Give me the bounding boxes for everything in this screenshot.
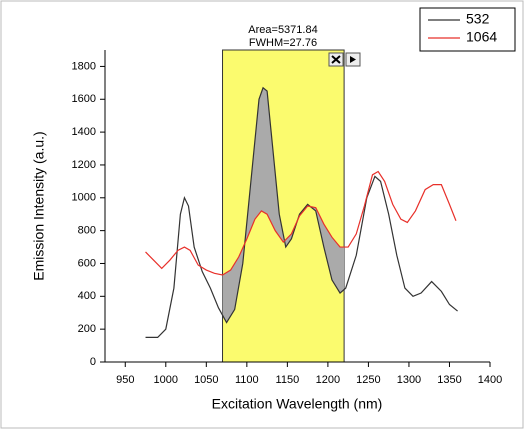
x-tick-label: 1100 xyxy=(235,374,259,386)
y-tick-label: 1800 xyxy=(72,60,96,72)
legend-label: 532 xyxy=(466,11,490,27)
x-tick-label: 1000 xyxy=(154,374,178,386)
plot-area: 0 200 400 600 800 1000 1200 1400 1600 1800 950 1000… xyxy=(72,49,502,386)
y-tick-label: 1200 xyxy=(72,159,96,171)
x-tick-label: 1150 xyxy=(276,374,300,386)
y-tick-label: 1600 xyxy=(72,93,96,105)
close-button[interactable] xyxy=(328,52,344,67)
annotation: FWHM=27.76 xyxy=(249,37,317,49)
annotation: Area=5371.84 xyxy=(248,24,317,36)
x-tick-label: 1300 xyxy=(397,374,421,386)
y-tick-label: 200 xyxy=(78,323,96,335)
y-tick-label: 1000 xyxy=(72,192,96,204)
y-tick-label: 1400 xyxy=(72,126,96,138)
integrated-area xyxy=(222,87,345,323)
legend-label: 1064 xyxy=(466,29,497,45)
highlight-region xyxy=(222,49,345,363)
series-line xyxy=(145,86,458,338)
x-tick-label: 1350 xyxy=(437,374,461,386)
x-tick-label: 950 xyxy=(116,374,134,386)
x-tick-label: 1250 xyxy=(356,374,380,386)
legend: 532 1064 xyxy=(419,7,516,52)
x-tick-label: 1400 xyxy=(478,374,502,386)
x-tick-label: 1050 xyxy=(194,374,218,386)
y-tick-label: 400 xyxy=(78,290,96,302)
y-tick-label: 0 xyxy=(90,356,96,368)
y-tick-label: 800 xyxy=(78,225,96,237)
x-tick-label: 1200 xyxy=(316,374,340,386)
expand-button[interactable] xyxy=(345,52,361,67)
x-axis-label: Excitation Wavelength (nm) xyxy=(212,396,383,412)
series-line xyxy=(145,170,457,276)
y-axis-label: Emission Intensity (a.u.) xyxy=(31,131,47,280)
y-tick-label: 600 xyxy=(78,257,96,269)
